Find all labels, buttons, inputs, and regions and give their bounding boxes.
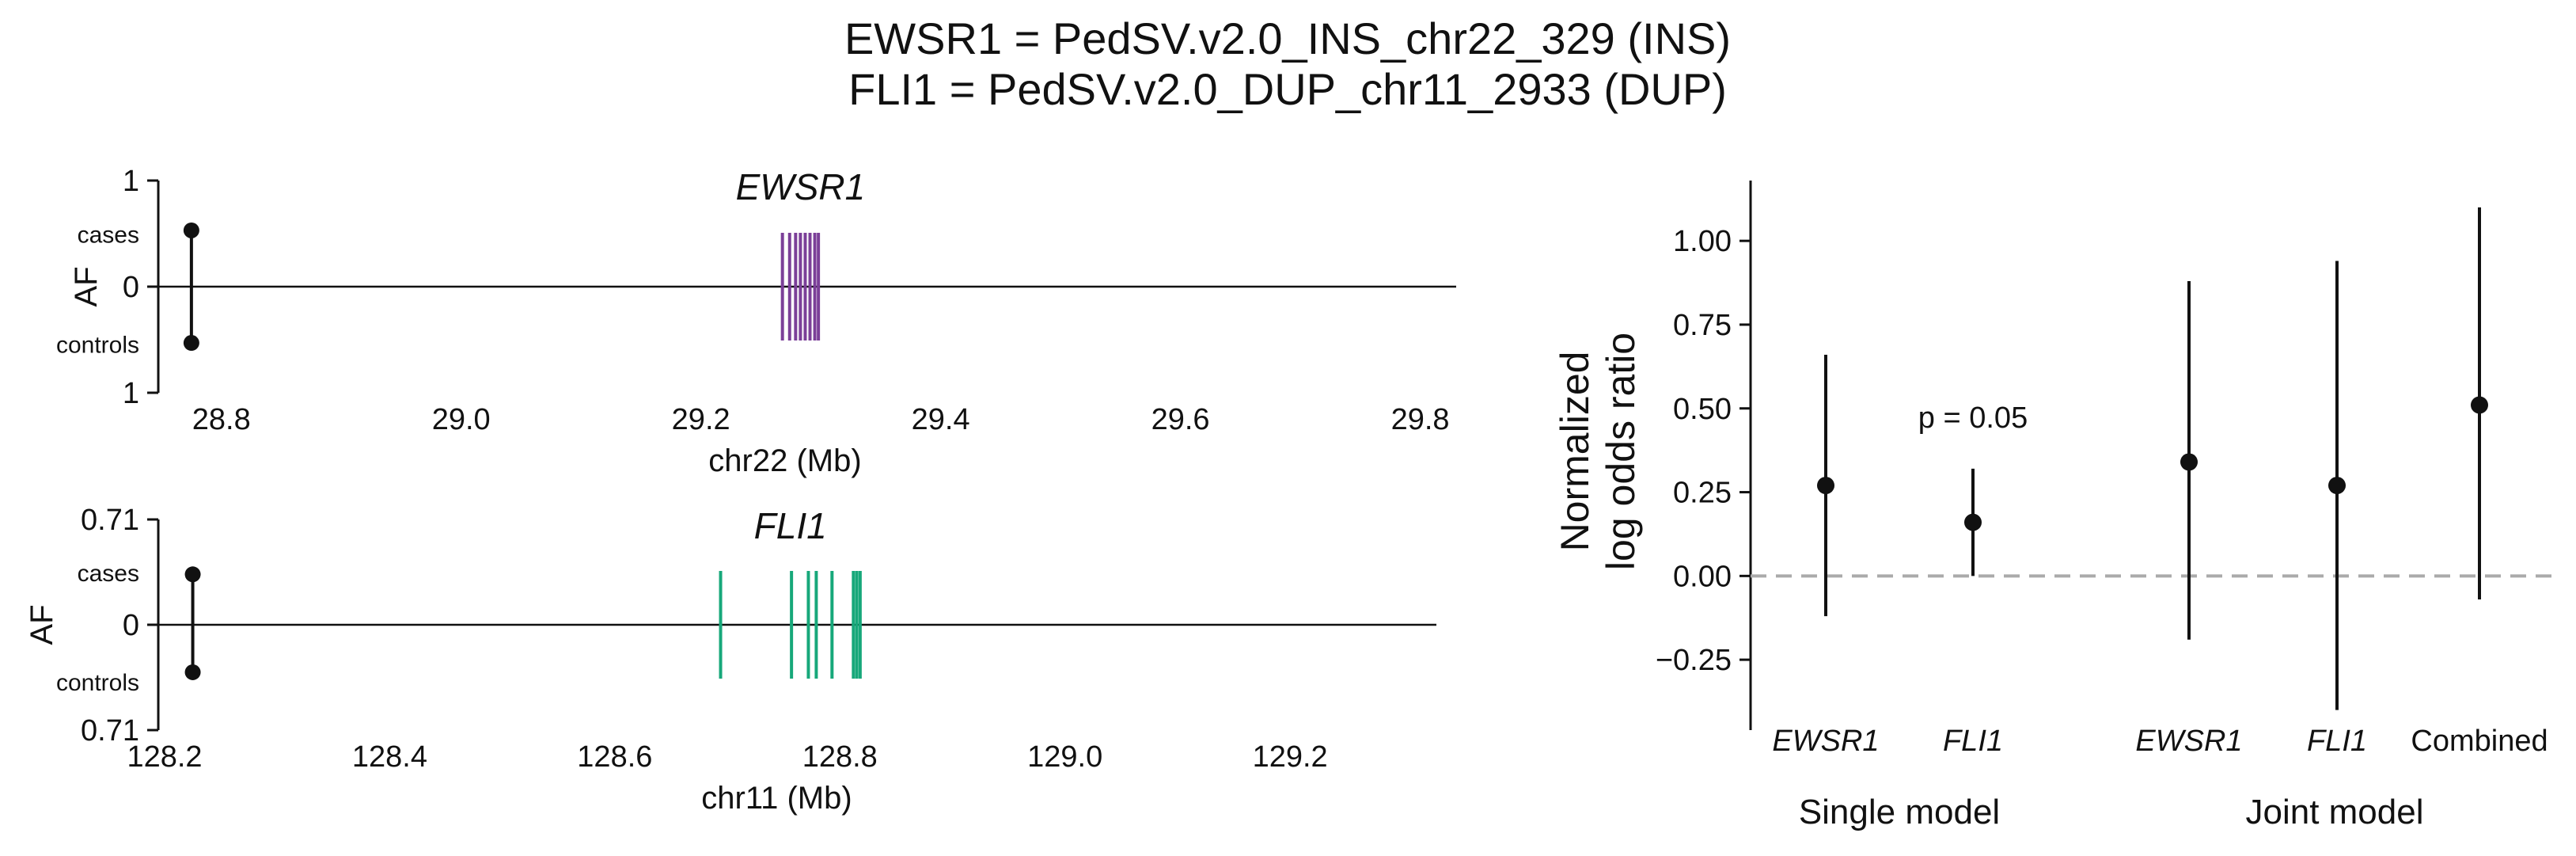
sv-controls-point bbox=[183, 335, 199, 352]
category-label: EWSR1 bbox=[1772, 725, 1879, 758]
estimate-point bbox=[1964, 513, 1982, 531]
figure-title-line-2: FLI1 = PedSV.v2.0_DUP_chr11_2933 (DUP) bbox=[848, 64, 1727, 114]
y-tick-label: 0 bbox=[123, 271, 139, 304]
x-tick-label: 128.6 bbox=[577, 740, 652, 774]
sv-controls-point bbox=[184, 664, 201, 680]
y-tick-label: 0.75 bbox=[1673, 309, 1732, 342]
y-tick-label: 0.00 bbox=[1673, 560, 1732, 593]
estimate-point bbox=[2180, 453, 2198, 471]
category-label: EWSR1 bbox=[2135, 725, 2242, 758]
y-axis-label: AF bbox=[69, 266, 104, 306]
y-tick-label: 0 bbox=[123, 609, 139, 642]
y-tick-label: 0.25 bbox=[1673, 477, 1732, 510]
y-tick-label: 1 bbox=[123, 377, 139, 410]
y-tick-label: 0.71 bbox=[81, 504, 139, 537]
category-label: FLI1 bbox=[2307, 725, 2367, 758]
x-tick-label: 128.8 bbox=[802, 740, 878, 774]
category-label: FLI1 bbox=[1943, 725, 2003, 758]
x-tick-label: 129.2 bbox=[1253, 740, 1328, 774]
p-value-annotation: p = 0.05 bbox=[1918, 401, 2028, 435]
y-tick-label: −0.25 bbox=[1656, 644, 1732, 677]
cases-label: cases bbox=[78, 561, 139, 587]
estimate-point bbox=[2471, 396, 2488, 414]
y-axis-label-line-2: log odds ratio bbox=[1599, 333, 1643, 570]
x-tick-label: 29.8 bbox=[1391, 403, 1450, 436]
sv-cases-point bbox=[184, 566, 201, 583]
y-axis-label: Normalized log odds ratio bbox=[1553, 333, 1643, 570]
y-tick-label: 0.50 bbox=[1673, 393, 1732, 426]
x-tick-label: 29.0 bbox=[432, 403, 491, 436]
x-tick-label: 129.0 bbox=[1027, 740, 1102, 774]
y-tick-label: 1 bbox=[123, 165, 139, 198]
ewsr1-locus-panel: 1 0 1 cases controls AF EWSR1 28.8 29.0 29.2 29.4 2… bbox=[56, 165, 1456, 478]
sv-cases-point bbox=[183, 222, 199, 238]
controls-label: controls bbox=[56, 333, 139, 359]
group-label: Joint model bbox=[2245, 793, 2423, 831]
estimate-point bbox=[1817, 477, 1834, 495]
y-tick-label: 1.00 bbox=[1673, 225, 1732, 258]
y-axis-label: AF bbox=[25, 604, 59, 645]
y-axis-label-line-1: Normalized bbox=[1553, 352, 1597, 552]
x-tick-label: 29.2 bbox=[672, 403, 730, 436]
x-tick-label: 128.2 bbox=[127, 740, 202, 774]
gene-label: EWSR1 bbox=[736, 166, 866, 207]
x-tick-label: 29.4 bbox=[912, 403, 970, 436]
x-tick-label: 128.4 bbox=[352, 740, 427, 774]
x-axis-label: chr22 (Mb) bbox=[708, 443, 861, 478]
estimate-point bbox=[2328, 477, 2346, 495]
odds-ratio-forest-panel: −0.25 0.00 0.25 0.50 0.75 1.00 Normalized log o… bbox=[1553, 181, 2556, 831]
cases-label: cases bbox=[78, 222, 139, 248]
x-tick-label: 29.6 bbox=[1151, 403, 1210, 436]
x-axis-label: chr11 (Mb) bbox=[701, 781, 852, 816]
group-label: Single model bbox=[1799, 793, 2000, 831]
controls-label: controls bbox=[56, 670, 139, 696]
y-tick-label: 0.71 bbox=[81, 714, 139, 748]
figure-title-line-1: EWSR1 = PedSV.v2.0_INS_chr22_329 (INS) bbox=[844, 13, 1731, 63]
x-tick-label: 28.8 bbox=[192, 403, 251, 436]
fli1-locus-panel: 0.71 0 0.71 cases controls AF FLI1 128.2 128.4 12… bbox=[25, 504, 1436, 816]
category-label: Combined bbox=[2411, 725, 2548, 758]
gene-label: FLI1 bbox=[754, 505, 827, 546]
